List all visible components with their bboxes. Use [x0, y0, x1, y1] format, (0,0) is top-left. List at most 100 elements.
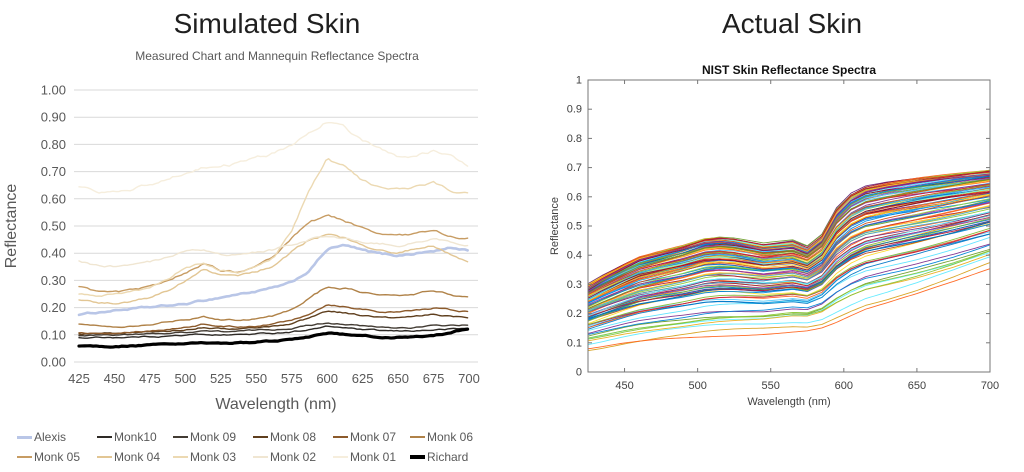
legend-swatch — [253, 436, 268, 438]
left-x-axis-label: Wavelength (nm) — [215, 396, 336, 413]
x-axis-tick-label: 625 — [352, 371, 374, 386]
spectrum-line — [588, 217, 990, 316]
spectrum-line — [588, 262, 990, 352]
simulated-skin-panel: Simulated Skin 0.00 0.10 0.20 0.30 0.40 0.50 0… — [3, 8, 480, 464]
legend-swatch — [333, 456, 348, 458]
spectrum-line — [588, 254, 990, 342]
x-axis-tick-label: 425 — [68, 371, 90, 386]
series-line-monk-04 — [78, 233, 469, 305]
spectrum-line — [588, 173, 990, 289]
x-axis-tick-label: 700 — [981, 380, 999, 392]
y-axis-tick-label: 0.6 — [567, 191, 582, 203]
right-x-axis-label: Wavelength (nm) — [747, 396, 830, 408]
spectrum-line — [588, 172, 990, 290]
spectrum-line — [588, 186, 990, 300]
nist-skin-chart: 0 0.1 0.2 0.3 0.4 0.5 0.6 0.7 0.8 0.9 1 450 500 550 60… — [549, 63, 999, 408]
left-gridlines — [74, 89, 478, 363]
y-axis-tick-label: 0.90 — [41, 110, 66, 125]
series-line-monk-09 — [78, 322, 469, 337]
series-line-monk-07 — [78, 304, 469, 335]
y-axis-tick-label: 0.9 — [567, 104, 582, 116]
legend-swatch — [17, 435, 32, 439]
legend-item-monk-01: Monk 01 — [333, 450, 396, 464]
spectrum-line — [588, 250, 990, 340]
spectrum-line — [588, 191, 990, 299]
left-panel-title: Simulated Skin — [173, 8, 361, 39]
left-chart-title: Measured Chart and Mannequin Reflectance… — [135, 49, 419, 63]
legend-swatch — [97, 436, 112, 438]
legend-swatch — [173, 436, 188, 438]
y-axis-tick-label: 0.1 — [567, 337, 582, 349]
legend-swatch — [333, 436, 348, 438]
series-line-monk-05 — [78, 214, 469, 293]
spectrum-line — [588, 206, 990, 311]
legend-item-monk-05: Monk 05 — [17, 450, 80, 464]
spectrum-line — [588, 195, 990, 307]
legend-item-monk-02: Monk 02 — [253, 450, 316, 464]
legend-label: Monk 02 — [270, 450, 317, 464]
x-axis-tick-label: 600 — [835, 380, 853, 392]
series-line-monk-02 — [78, 235, 469, 268]
y-axis-tick-label: 0.5 — [567, 221, 582, 233]
x-axis-tick-label: 525 — [210, 371, 232, 386]
spectrum-line — [588, 194, 990, 302]
x-axis-tick-label: 650 — [387, 371, 409, 386]
x-axis-tick-label: 550 — [245, 371, 267, 386]
legend-label: Monk 05 — [34, 450, 81, 464]
legend-item-monk-08: Monk 08 — [253, 430, 316, 444]
legend-label: Monk 01 — [350, 450, 397, 464]
series-line-monk10 — [78, 325, 469, 339]
right-tick-marks: 0 0.1 0.2 0.3 0.4 0.5 0.6 0.7 0.8 0.9 1 450 500 550 60… — [567, 75, 999, 393]
spectrum-line — [588, 221, 990, 319]
legend-swatch — [253, 456, 268, 458]
spectrum-line — [588, 202, 990, 305]
simulated-skin-chart: 0.00 0.10 0.20 0.30 0.40 0.50 0.60 0.70 0.80 0.90… — [3, 49, 480, 413]
legend-item-monk-07: Monk 07 — [333, 430, 396, 444]
y-axis-tick-label: 0.20 — [41, 300, 66, 315]
spectrum-line — [588, 230, 990, 326]
right-chart-title: NIST Skin Reflectance Spectra — [702, 63, 876, 77]
x-axis-tick-label: 450 — [615, 380, 633, 392]
legend-label: Monk 08 — [270, 430, 317, 444]
spectrum-line — [588, 175, 990, 293]
legend-label: Richard — [427, 450, 469, 464]
legend-item-monk-09: Monk 09 — [173, 430, 236, 444]
legend-swatch — [410, 455, 425, 459]
spectrum-line — [588, 196, 990, 304]
spectrum-line — [588, 178, 990, 295]
x-axis-tick-label: 500 — [175, 371, 197, 386]
spectrum-line — [588, 211, 990, 312]
y-axis-tick-label: 0.40 — [41, 246, 66, 261]
legend-label: Monk 07 — [350, 430, 397, 444]
legend-item-richard: Richard — [410, 450, 468, 464]
legend-item-alexis: Alexis — [17, 430, 66, 444]
legend-label: Monk 06 — [427, 430, 474, 444]
y-axis-tick-label: 1 — [576, 75, 582, 87]
spectrum-line — [588, 244, 990, 335]
legend-item-monk-03: Monk 03 — [173, 450, 236, 464]
series-line-monk-06 — [78, 286, 469, 329]
x-axis-tick-label: 450 — [104, 371, 126, 386]
y-axis-tick-label: 0 — [576, 367, 582, 379]
spectrum-line — [588, 221, 990, 317]
y-axis-tick-label: 0.30 — [41, 273, 66, 288]
spectrum-line — [588, 184, 990, 293]
y-axis-tick-label: 0.8 — [567, 133, 582, 145]
spectrum-line — [588, 218, 990, 322]
right-series-lines — [588, 169, 990, 352]
legend-swatch — [173, 456, 188, 458]
spectrum-line — [588, 200, 990, 306]
spectrum-line — [588, 211, 990, 317]
spectrum-line — [588, 237, 990, 331]
series-line-richard — [77, 327, 470, 349]
legend-swatch — [410, 436, 425, 438]
x-axis-tick-label: 550 — [762, 380, 780, 392]
y-axis-tick-label: 0.60 — [41, 191, 66, 206]
spectrum-line — [588, 268, 990, 350]
spectrum-line — [588, 243, 990, 334]
legend-swatch — [17, 456, 32, 458]
y-axis-tick-label: 0.50 — [41, 219, 66, 234]
y-axis-tick-label: 0.80 — [41, 137, 66, 152]
series-line-alexis — [77, 243, 469, 317]
spectrum-line — [588, 174, 990, 287]
